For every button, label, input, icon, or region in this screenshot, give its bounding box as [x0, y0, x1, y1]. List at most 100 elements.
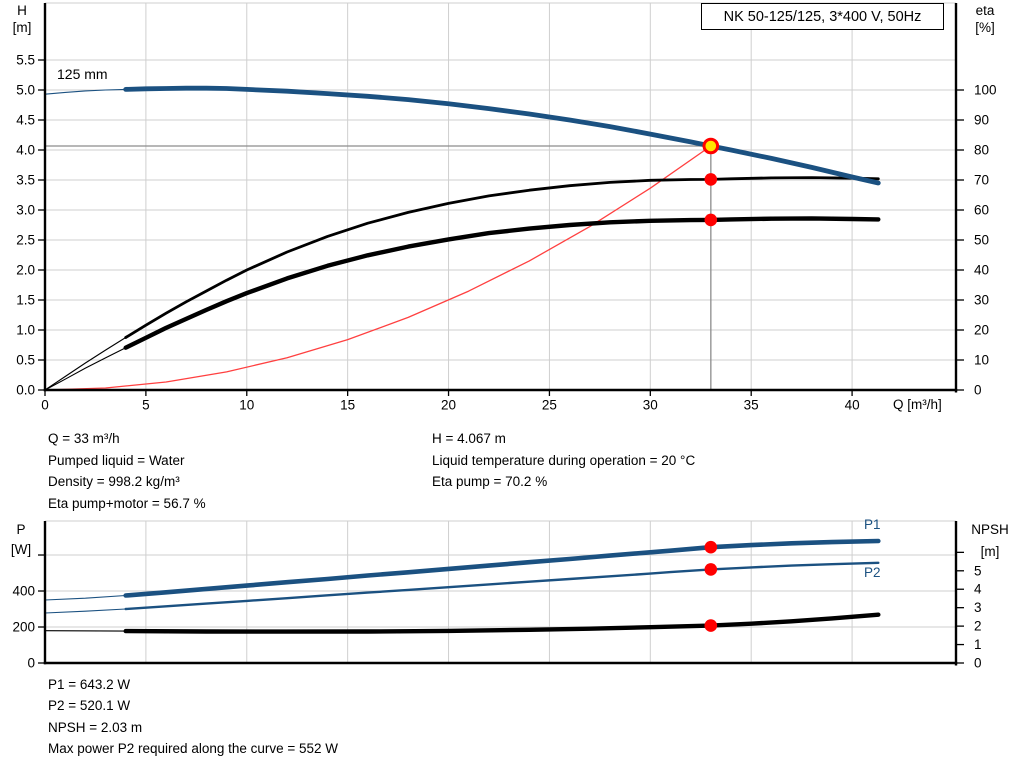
curve-qh-125mm — [123, 85, 881, 186]
npsh-axis-unit: [m] — [980, 543, 1000, 559]
head-axis-title: H [m] — [2, 2, 42, 36]
tick-label: 4 — [974, 582, 982, 597]
tick-label: 2.5 — [16, 233, 35, 248]
tick-label: 0 — [41, 398, 49, 413]
tick-label: 5 — [974, 563, 982, 578]
info-p1: P1 = 643.2 W — [48, 677, 131, 692]
tick-label: 10 — [239, 398, 254, 413]
power-npsh-chart: 0 200 400 0 1 2 3 4 5 — [12, 520, 982, 671]
tick-label: 70 — [974, 173, 989, 188]
tick-label: 40 — [845, 398, 860, 413]
operating-point-markers — [702, 137, 720, 227]
tick-label: 0 — [974, 383, 982, 398]
tick-label: 90 — [974, 113, 989, 128]
eta-axis-title: eta [%] — [962, 2, 1008, 36]
power-axis-title: P [W] — [1, 520, 41, 559]
curve-qh-125mm — [44, 88, 127, 95]
pump-title: NK 50-125/125, 3*400 V, 50Hz — [723, 8, 922, 25]
tick-label: 50 — [974, 233, 989, 248]
flow-axis-title: Q [m³/h] — [893, 397, 942, 412]
info-pumped-liquid: Pumped liquid = Water — [48, 452, 185, 468]
tick-label: 5 — [142, 398, 150, 413]
series — [44, 85, 881, 391]
tick-label: 10 — [974, 353, 989, 368]
curve-system-curve — [44, 145, 712, 391]
series — [44, 538, 881, 634]
tick-label: 400 — [12, 584, 35, 599]
impeller-diameter-label: 125 mm — [57, 66, 108, 82]
duty-info-right: H = 4.067 m Liquid temperature during op… — [432, 428, 695, 493]
curve-P1 — [44, 594, 127, 601]
tick-label: 60 — [974, 203, 989, 218]
tick-label: 100 — [974, 83, 997, 98]
eta-axis-unit: [%] — [975, 20, 995, 35]
head-axis-unit: [m] — [12, 20, 32, 35]
tick-label: 5.0 — [16, 83, 35, 98]
npsh-axis-title: NPSH [m] — [960, 519, 1020, 562]
axes: 0.0 0.5 1.0 1.5 2.0 2.5 3.0 3.5 4.0 4.5 5.0 5.5 0 10 2… — [16, 3, 997, 413]
tick-label: 0.5 — [16, 353, 35, 368]
curve-NPSH — [123, 612, 881, 634]
operating-point-markers — [704, 540, 718, 632]
power-info: P1 = 643.2 W P2 = 520.1 W NPSH = 2.03 m … — [48, 674, 338, 760]
power-axis-symbol: P — [16, 522, 26, 537]
info-head: H = 4.067 m — [432, 431, 506, 446]
tick-label: 1.0 — [16, 323, 35, 338]
axes: 0 200 400 0 1 2 3 4 5 — [12, 521, 982, 671]
duty-info-left: Q = 33 m³/h Pumped liquid = Water Densit… — [48, 428, 206, 515]
tick-label: 40 — [974, 263, 989, 278]
tick-label: 0.0 — [16, 383, 35, 398]
curve-eta-pump-motor — [123, 216, 881, 350]
tick-label: 3 — [974, 600, 982, 615]
tick-label: 15 — [340, 398, 355, 413]
tick-label: 35 — [744, 398, 759, 413]
tick-label: 20 — [441, 398, 456, 413]
tick-label: 4.0 — [16, 143, 35, 158]
eta-axis-symbol: eta — [975, 3, 995, 18]
curve-P2 — [44, 608, 127, 614]
tick-label: 3.0 — [16, 203, 35, 218]
tick-label: 4.5 — [16, 113, 35, 128]
tick-label: 3.5 — [16, 173, 35, 188]
tick-label: 1 — [974, 637, 982, 652]
p2-curve-label: P2 — [864, 565, 881, 580]
curve-P1 — [123, 538, 881, 598]
tick-label: 30 — [974, 293, 989, 308]
tick-label: 2.0 — [16, 263, 35, 278]
tick-label: 30 — [643, 398, 658, 413]
eta-pump-motor-point — [704, 213, 718, 227]
tick-label: 5.5 — [16, 53, 35, 68]
eta-pump-point — [704, 173, 718, 186]
tick-label: 20 — [974, 323, 989, 338]
tick-label: 0 — [974, 656, 982, 671]
info-max-power: Max power P2 required along the curve = … — [48, 741, 339, 757]
info-flow: Q = 33 m³/h — [48, 431, 120, 446]
npsh-point — [704, 619, 718, 632]
tick-label: 0 — [27, 656, 35, 671]
info-eta-pump-motor: Eta pump+motor = 56.7 % — [48, 496, 206, 512]
info-npsh: NPSH = 2.03 m — [48, 719, 143, 735]
info-p2: P2 = 520.1 W — [48, 698, 131, 714]
curve-eta-pump — [124, 176, 880, 339]
curve-eta-pump — [44, 336, 127, 391]
info-eta-pump: Eta pump = 70.2 % — [432, 474, 548, 490]
gridlines — [45, 2, 956, 390]
p1-curve-label: P1 — [864, 517, 881, 532]
pump-title-box: NK 50-125/125, 3*400 V, 50Hz — [701, 3, 944, 30]
p2-point — [704, 563, 718, 576]
duty-point — [702, 137, 720, 155]
tick-label: 2 — [974, 619, 982, 634]
p1-point — [704, 540, 718, 554]
qh-eta-chart: 0.0 0.5 1.0 1.5 2.0 2.5 3.0 3.5 4.0 4.5 5.0 5.5 0 10 2… — [16, 2, 997, 413]
power-axis-unit: [W] — [10, 541, 32, 557]
curve-P2 — [124, 561, 880, 611]
tick-label: 25 — [542, 398, 557, 413]
curve-eta-pump-motor — [44, 347, 127, 391]
info-liquid-temperature: Liquid temperature during operation = 20… — [432, 452, 696, 468]
head-axis-symbol: H — [17, 3, 27, 18]
tick-label: 1.5 — [16, 293, 35, 308]
npsh-axis-symbol: NPSH — [971, 522, 1009, 537]
tick-label: 200 — [12, 620, 35, 635]
